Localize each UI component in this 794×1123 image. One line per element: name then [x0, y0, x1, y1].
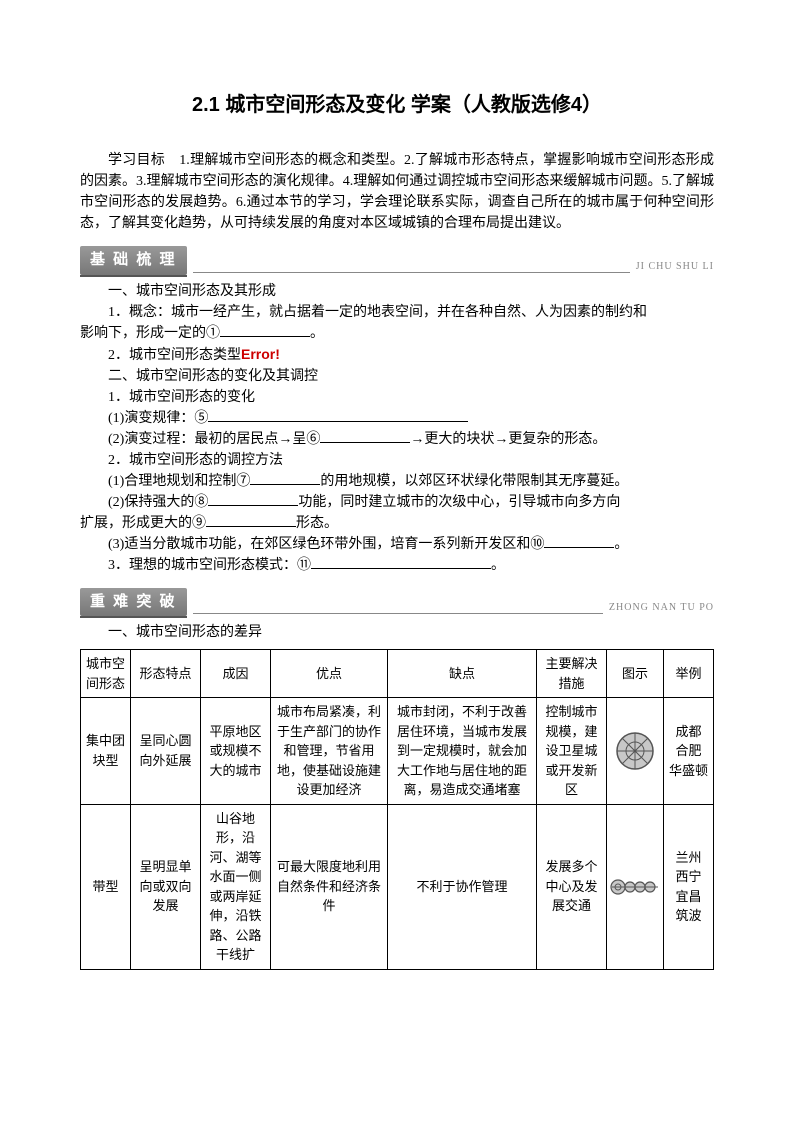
section-tag: 基 础 梳 理 [80, 246, 187, 275]
belt-shape-icon [610, 877, 660, 897]
text: 影响下，形成一定的① [80, 326, 220, 341]
th: 成因 [201, 650, 271, 698]
text: 。 [614, 537, 628, 552]
table-row: 带型 呈明显单向或双向发展 山谷地形，沿河、湖等水面一侧或两岸延伸，沿铁路、公路… [81, 804, 714, 969]
section-tag: 重 难 突 破 [80, 588, 187, 617]
intro-paragraph: 学习目标 1.理解城市空间形态的概念和类型。2.了解城市形态特点，掌握影响城市空… [80, 150, 714, 234]
blank-11[interactable] [311, 555, 491, 569]
cell: 可最大限度地利用自然条件和经济条件 [271, 804, 388, 969]
text: 3．理想的城市空间形态模式：⑪ [108, 558, 311, 573]
line-change: 1．城市空间形态的变化 [80, 387, 714, 408]
page-title: 2.1 城市空间形态及变化 学案（人教版选修4） [80, 90, 714, 120]
cell: 山谷地形，沿河、湖等水面一侧或两岸延伸，沿铁路、公路干线扩 [201, 804, 271, 969]
heading-2: 二、城市空间形态的变化及其调控 [80, 366, 714, 387]
text: (1)演变规律：⑤ [108, 411, 208, 426]
error-icon: Error! [241, 346, 280, 362]
text: →更大的块状→更复杂的形态。 [410, 432, 606, 447]
blank-10[interactable] [544, 534, 614, 548]
heading-1: 一、城市空间形态及其形成 [80, 281, 714, 302]
text: (3)适当分散城市功能，在郊区绿色环带外围，培育一系列新开发区和⑩ [108, 537, 544, 552]
text: 的用地规模，以郊区环状绿化带限制其无序蔓延。 [320, 474, 628, 489]
cell-icon [607, 804, 664, 969]
line-concept-b: 影响下，形成一定的① 。 [80, 323, 714, 344]
line-method-3: (3)适当分散城市功能，在郊区绿色环带外围，培育一系列新开发区和⑩ 。 [80, 534, 714, 555]
th: 缺点 [387, 650, 536, 698]
blank-9[interactable] [206, 513, 296, 527]
concentric-circle-icon [614, 730, 656, 772]
cell: 平原地区或规模不大的城市 [201, 698, 271, 805]
blank-7[interactable] [250, 471, 320, 485]
text: 。 [491, 558, 505, 573]
cell: 城市布局紧凑，利于生产部门的协作和管理，节省用地，使基础设施建设更加经济 [271, 698, 388, 805]
cell: 控制城市规模，建设卫星城或开发新区 [537, 698, 607, 805]
th: 城市空间形态 [81, 650, 131, 698]
section-pinyin: JI CHU SHU LI [636, 259, 714, 275]
th: 优点 [271, 650, 388, 698]
line-concept-a: 1．概念：城市一经产生，就占据着一定的地表空间，并在各种自然、人为因素的制约和 [80, 302, 714, 323]
line-ideal: 3．理想的城市空间形态模式：⑪ 。 [80, 555, 714, 576]
section-pinyin: ZHONG NAN TU PO [609, 600, 714, 616]
line-method-2b: 扩展，形成更大的⑨ 形态。 [80, 513, 714, 534]
text: 2．城市空间形态类型 [108, 348, 241, 363]
th: 形态特点 [131, 650, 201, 698]
line-method-2a: (2)保持强大的⑧ 功能，同时建立城市的次级中心，引导城市向多方向 [80, 492, 714, 513]
section-header-basics: 基 础 梳 理 JI CHU SHU LI [80, 246, 714, 275]
comparison-table: 城市空间形态 形态特点 成因 优点 缺点 主要解决措施 图示 举例 集中团块型 … [80, 649, 714, 970]
text: 形态。 [296, 516, 338, 531]
cell: 兰州 西宁 宜昌 筑波 [664, 804, 714, 969]
cell-icon [607, 698, 664, 805]
line-rule: (1)演变规律：⑤ [80, 408, 714, 429]
cell: 集中团块型 [81, 698, 131, 805]
section-line [193, 272, 630, 273]
text: (1)合理地规划和控制⑦ [108, 474, 250, 489]
th: 主要解决措施 [537, 650, 607, 698]
cell: 不利于协作管理 [387, 804, 536, 969]
cell: 城市封闭，不利于改善居住环境，当城市发展到一定规模时，就会加大工作地与居住地的距… [387, 698, 536, 805]
cell: 呈明显单向或双向发展 [131, 804, 201, 969]
table-header-row: 城市空间形态 形态特点 成因 优点 缺点 主要解决措施 图示 举例 [81, 650, 714, 698]
cell: 带型 [81, 804, 131, 969]
cell: 呈同心圆向外延展 [131, 698, 201, 805]
line-control-methods: 2．城市空间形态的调控方法 [80, 450, 714, 471]
blank-1[interactable] [220, 323, 310, 337]
text: (2)演变过程：最初的居民点→呈⑥ [108, 432, 320, 447]
cell: 发展多个中心及发展交通 [537, 804, 607, 969]
blank-5[interactable] [208, 408, 468, 422]
blank-8[interactable] [208, 492, 298, 506]
line-method-1: (1)合理地规划和控制⑦ 的用地规模，以郊区环状绿化带限制其无序蔓延。 [80, 471, 714, 492]
table-row: 集中团块型 呈同心圆向外延展 平原地区或规模不大的城市 城市布局紧凑，利于生产部… [81, 698, 714, 805]
text: (2)保持强大的⑧ [108, 495, 208, 510]
th: 举例 [664, 650, 714, 698]
table-caption: 一、城市空间形态的差异 [80, 622, 714, 643]
text: 。 [310, 326, 324, 341]
text: 扩展，形成更大的⑨ [80, 516, 206, 531]
section-line [193, 613, 603, 614]
cell: 成都 合肥 华盛顿 [664, 698, 714, 805]
line-process: (2)演变过程：最初的居民点→呈⑥ →更大的块状→更复杂的形态。 [80, 429, 714, 450]
blank-6[interactable] [320, 429, 410, 443]
text: 功能，同时建立城市的次级中心，引导城市向多方向 [298, 495, 620, 510]
line-types: 2．城市空间形态类型Error! [80, 344, 714, 366]
section-header-focus: 重 难 突 破 ZHONG NAN TU PO [80, 588, 714, 617]
th: 图示 [607, 650, 664, 698]
